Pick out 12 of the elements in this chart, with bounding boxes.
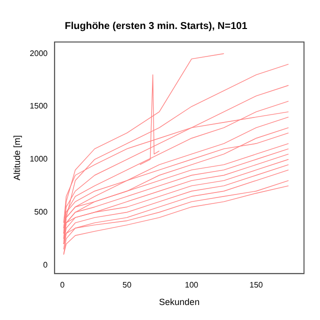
y-tick-label: 2000 [30, 48, 48, 58]
x-axis-title: Sekunden [159, 297, 200, 308]
x-tick-label: 150 [250, 280, 264, 290]
x-tick-label: 0 [60, 280, 66, 290]
chart-title: Flughöhe (ersten 3 min. Starts), N=101 [64, 20, 248, 32]
y-tick-label: 1500 [30, 102, 48, 111]
x-tick-label: 100 [184, 280, 199, 290]
y-axis-title: Altitude [m] [12, 135, 22, 180]
x-tick-label: 50 [122, 280, 132, 290]
y-tick-label: 0 [43, 260, 48, 270]
y-tick-label: 500 [34, 207, 48, 216]
y-tick-label: 1000 [30, 154, 48, 164]
